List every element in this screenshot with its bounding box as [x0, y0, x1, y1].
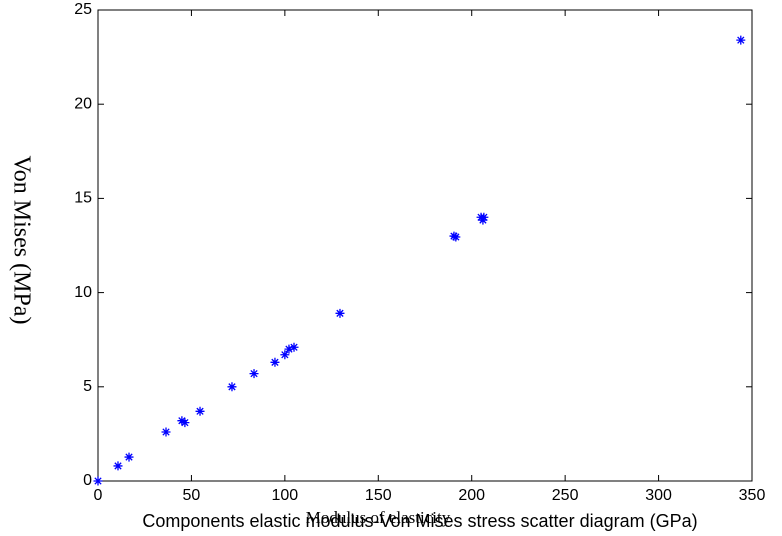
- x-axis-label: Modulus of elasticity: [306, 508, 451, 527]
- y-tick-label: 10: [74, 284, 92, 301]
- point: [479, 212, 489, 222]
- point: [177, 416, 187, 426]
- point: [161, 427, 171, 437]
- caption: Components elastic modulus-Von Mises str…: [142, 511, 697, 531]
- point: [478, 215, 488, 225]
- x-tick-label: 200: [458, 487, 485, 504]
- point: [280, 350, 290, 360]
- y-tick-label: 5: [83, 378, 92, 395]
- point: [195, 406, 205, 416]
- x-tick-label: 0: [94, 487, 103, 504]
- point: [284, 344, 294, 354]
- point: [289, 342, 299, 352]
- y-tick-label: 15: [74, 190, 92, 207]
- y-axis-label: Von Mises (MPa): [8, 156, 34, 325]
- point: [449, 231, 459, 241]
- x-tick-label: 350: [739, 487, 766, 504]
- plot-frame: [97, 9, 753, 482]
- point: [270, 357, 280, 367]
- point: [249, 369, 259, 379]
- point: [93, 476, 103, 486]
- y-tick-label: 0: [83, 472, 92, 489]
- x-tick-label: 50: [183, 487, 201, 504]
- point: [113, 461, 123, 471]
- x-tick-label: 100: [272, 487, 299, 504]
- x-tick-label: 250: [552, 487, 579, 504]
- x-tick-label: 150: [365, 487, 392, 504]
- point: [124, 452, 134, 462]
- point: [227, 382, 237, 392]
- point: [736, 35, 746, 45]
- point: [451, 232, 461, 242]
- point: [180, 418, 190, 428]
- y-tick-label: 25: [74, 1, 92, 18]
- point: [335, 308, 345, 318]
- x-tick-label: 300: [645, 487, 672, 504]
- y-tick-label: 20: [74, 95, 92, 112]
